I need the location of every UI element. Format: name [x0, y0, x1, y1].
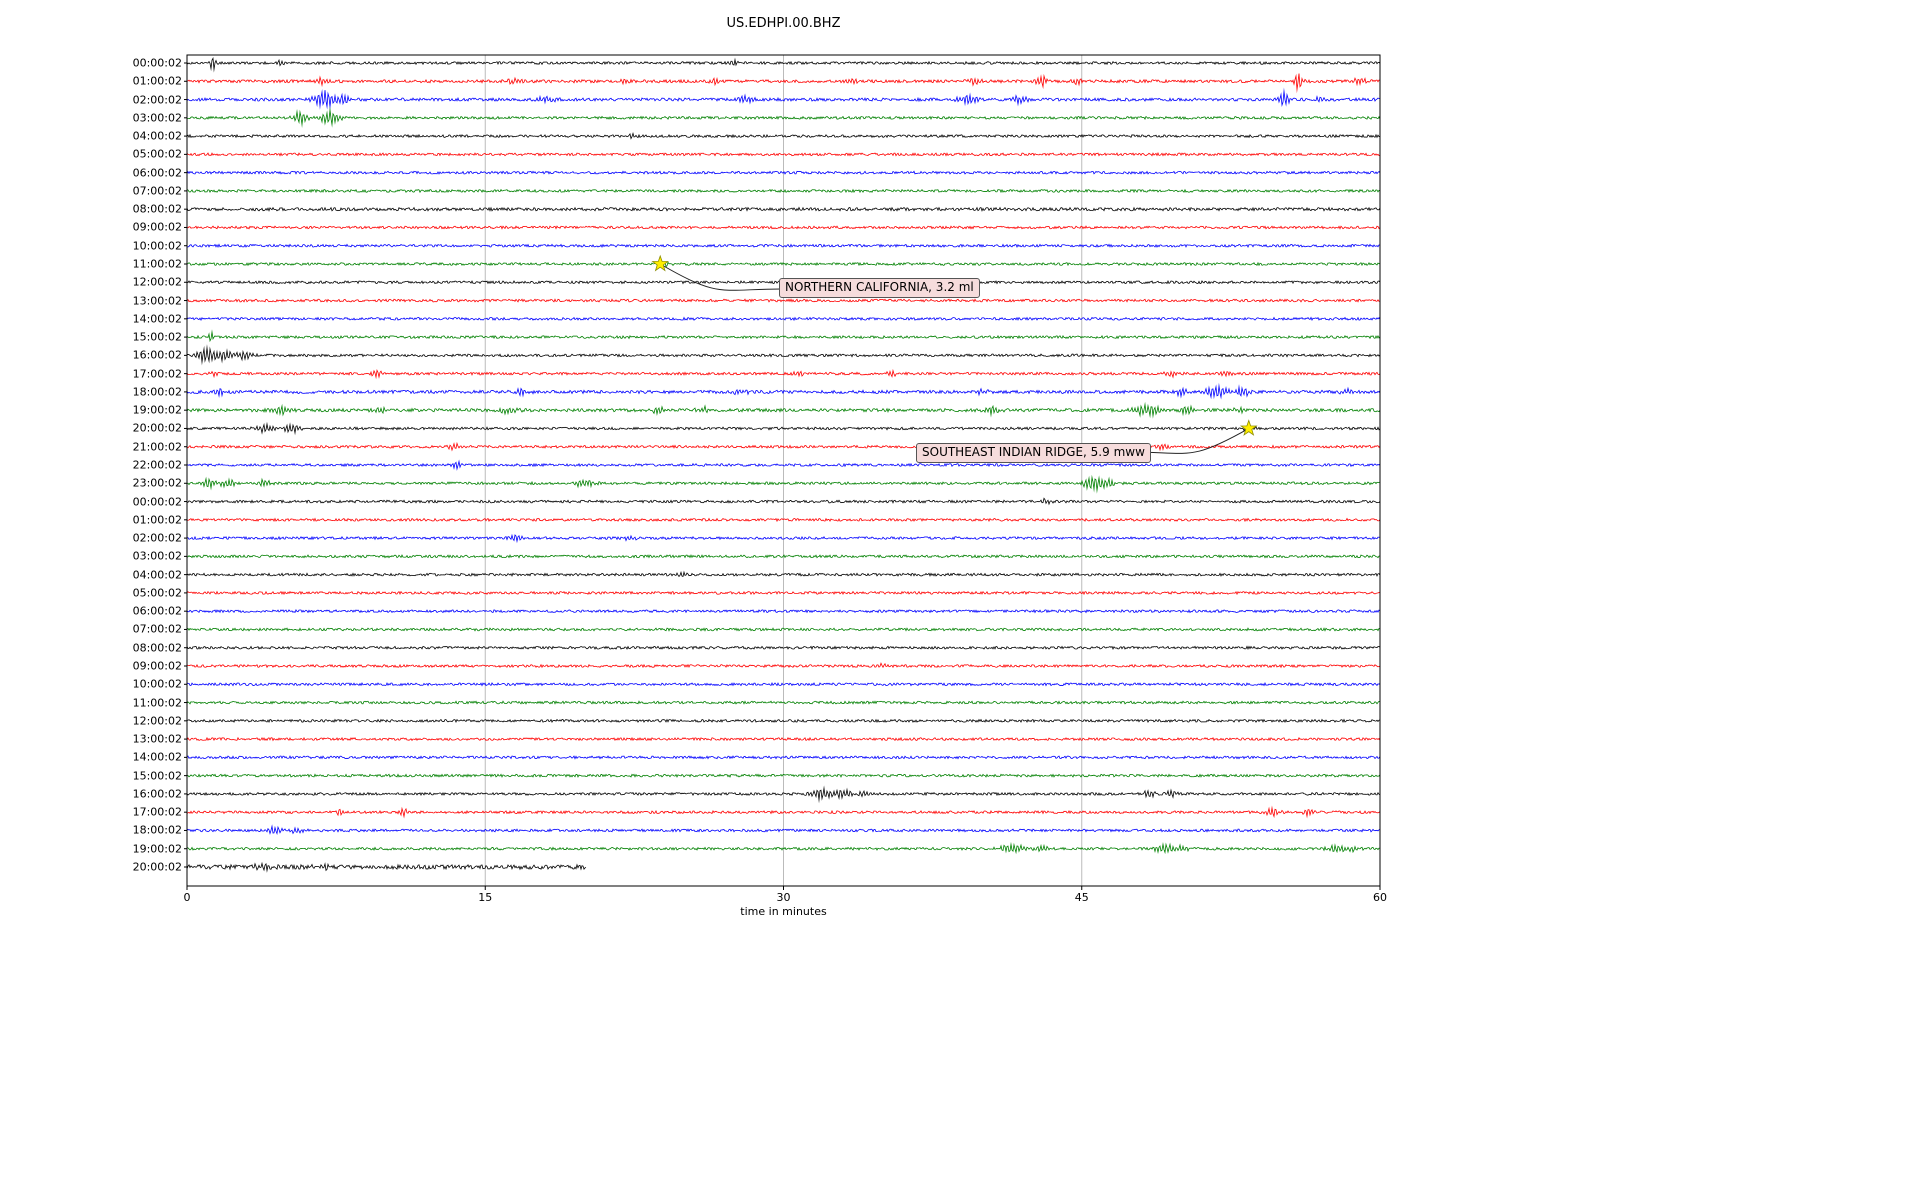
row-label: 20:00:02: [132, 860, 182, 874]
row-label: 02:00:02: [132, 531, 182, 545]
row-label: 16:00:02: [132, 348, 182, 362]
row-label: 07:00:02: [132, 622, 182, 636]
x-axis-label: time in minutes: [740, 905, 827, 918]
row-label: 03:00:02: [132, 549, 182, 563]
row-label: 06:00:02: [132, 166, 182, 180]
row-label: 17:00:02: [132, 805, 182, 819]
row-label: 09:00:02: [132, 220, 182, 234]
x-tick-label: 45: [1074, 891, 1089, 904]
row-label: 08:00:02: [132, 202, 182, 216]
row-label: 02:00:02: [132, 93, 182, 107]
event-annotation: SOUTHEAST INDIAN RIDGE, 5.9 mww: [916, 443, 1151, 463]
row-label: 16:00:02: [132, 787, 182, 801]
row-label: 17:00:02: [132, 367, 182, 381]
row-label: 13:00:02: [132, 294, 182, 308]
row-label: 19:00:02: [132, 842, 182, 856]
row-label: 13:00:02: [132, 732, 182, 746]
row-label: 10:00:02: [132, 239, 182, 253]
row-label: 15:00:02: [132, 330, 182, 344]
row-label: 18:00:02: [132, 385, 182, 399]
x-tick-label: 30: [776, 891, 791, 904]
row-label: 19:00:02: [132, 403, 182, 417]
row-label: 00:00:02: [132, 56, 182, 70]
page-title: US.EDHPI.00.BHZ: [726, 16, 841, 31]
row-label: 10:00:02: [132, 677, 182, 691]
row-label: 07:00:02: [132, 184, 182, 198]
row-label: 01:00:02: [132, 513, 182, 527]
row-label: 05:00:02: [132, 586, 182, 600]
row-label: 03:00:02: [132, 111, 182, 125]
row-label: 04:00:02: [132, 129, 182, 143]
x-tick-label: 0: [183, 891, 191, 904]
row-label: 22:00:02: [132, 458, 182, 472]
x-tick-label: 60: [1373, 891, 1387, 904]
row-label: 12:00:02: [132, 275, 182, 289]
event-annotation: NORTHERN CALIFORNIA, 3.2 ml: [779, 278, 980, 298]
row-label: 14:00:02: [132, 312, 182, 326]
row-label: 05:00:02: [132, 147, 182, 161]
x-tick-label: 15: [478, 891, 493, 904]
row-label: 18:00:02: [132, 823, 182, 837]
row-label: 15:00:02: [132, 769, 182, 783]
row-label: 14:00:02: [132, 750, 182, 764]
row-label: 12:00:02: [132, 714, 182, 728]
row-label: 08:00:02: [132, 641, 182, 655]
row-label: 23:00:02: [132, 476, 182, 490]
row-label: 04:00:02: [132, 568, 182, 582]
row-label: 09:00:02: [132, 659, 182, 673]
row-label: 21:00:02: [132, 440, 182, 454]
row-label: 11:00:02: [132, 257, 182, 271]
row-label: 11:00:02: [132, 696, 182, 710]
row-label: 20:00:02: [132, 421, 182, 435]
row-label: 00:00:02: [132, 495, 182, 509]
row-label: 06:00:02: [132, 604, 182, 618]
row-label: 01:00:02: [132, 74, 182, 88]
